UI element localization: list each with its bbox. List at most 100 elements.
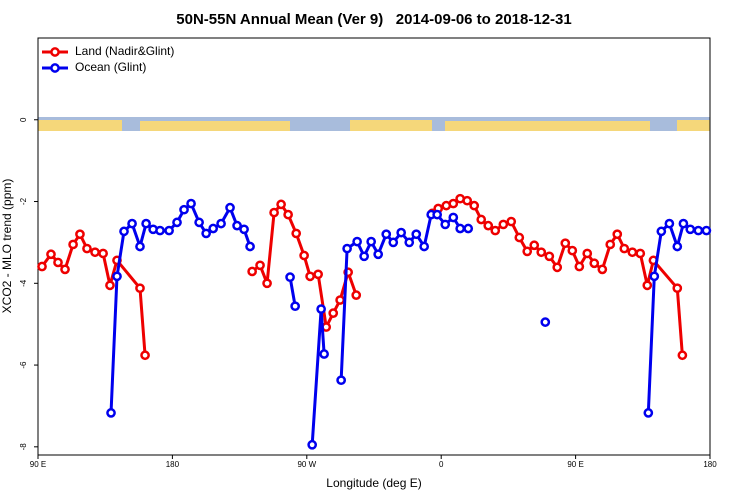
point [319,349,329,359]
point [455,223,466,234]
point [208,223,219,234]
point [366,236,377,247]
point [649,271,660,282]
point [201,228,211,239]
point [462,195,473,206]
series-line [40,197,684,356]
point [419,241,430,252]
point [313,269,323,280]
point [597,264,608,275]
point [522,246,533,257]
point [90,247,100,258]
point [172,217,182,228]
point [290,301,301,312]
point [239,224,249,235]
point [388,237,399,248]
point [582,248,593,259]
point [693,225,704,236]
point [540,317,551,327]
point [299,250,309,261]
legend-label: Land (Nadir&Glint) [75,44,174,58]
point [483,220,494,231]
point [82,243,92,254]
point [283,209,293,220]
plot-frame [37,37,711,456]
chart-title: 50N-55N Annual Mean (Ver 9) 2014-09-06 t… [176,11,571,28]
point [164,225,174,236]
y-tick-label: -4 [19,279,28,287]
point [672,241,683,252]
point [411,229,422,240]
legend-marker [50,47,60,57]
point [247,266,257,277]
point [335,295,345,305]
point [448,212,459,223]
point [463,223,474,234]
point [328,308,339,318]
point [536,247,547,258]
point [98,248,108,259]
point [677,350,688,361]
y-tick-label: -2 [19,197,28,205]
point [255,260,265,271]
point [262,278,272,289]
point [560,238,571,249]
point [627,247,638,258]
point [567,245,578,256]
point [359,251,369,262]
y-tick-label: -8 [19,443,28,451]
x-axis-label: Longitude (deg E) [326,476,421,490]
point [552,262,563,273]
point [506,216,517,227]
point [656,226,667,237]
land-ocean-strip [38,117,710,131]
x-tick-label: 180 [703,460,717,469]
point [37,261,47,272]
point [381,229,392,240]
point [351,290,362,300]
point [514,232,525,243]
x-tick-label: 90 W [297,460,316,469]
point [60,264,70,275]
point [194,217,204,228]
point [448,198,459,209]
point [490,225,501,236]
x-tick-label: 0 [439,460,444,469]
point [285,272,295,283]
point [179,204,189,215]
point [605,239,616,250]
point [612,229,623,240]
point [105,280,115,291]
point [232,220,242,231]
point [574,261,585,272]
legend-label: Ocean (Glint) [75,60,146,74]
point [643,408,654,418]
point [307,439,318,450]
point [276,199,286,210]
point [127,218,137,229]
point [619,243,630,254]
point [75,229,85,240]
point [225,202,235,213]
point [635,248,646,259]
point [678,218,689,229]
point [316,304,326,314]
point [469,200,480,211]
y-tick-label: -6 [19,361,28,369]
point [440,219,451,230]
point [373,249,384,260]
point [68,239,78,250]
point [404,237,415,248]
point [664,218,675,229]
x-tick-label: 90 E [567,460,583,469]
y-axis-label: XCO2 - MLO trend (ppm) [0,179,14,314]
point [245,241,255,252]
point [106,408,116,418]
point [672,283,683,294]
legend-marker [50,63,60,73]
point [46,249,56,260]
point [432,209,443,220]
point [529,240,540,251]
point [642,280,653,291]
